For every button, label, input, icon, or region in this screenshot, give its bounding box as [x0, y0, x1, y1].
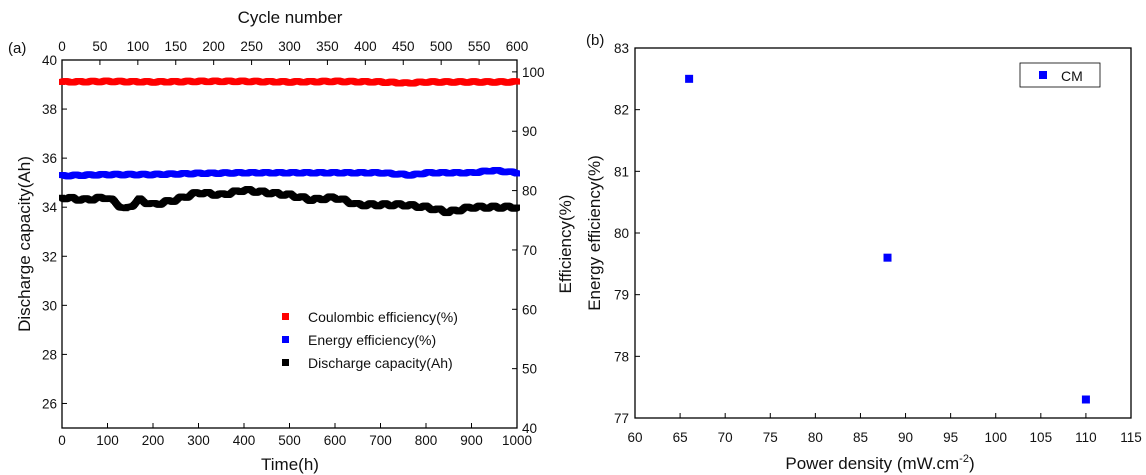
- panel-a-left-tick-label: 32: [42, 249, 57, 264]
- panel-a-right-tick-label: 70: [522, 243, 537, 258]
- panel-a-bottom-tick-label: 200: [142, 433, 165, 448]
- series-1-markers: [59, 77, 520, 87]
- panel-a-left-axis-title: Discharge capacity(Ah): [15, 156, 34, 332]
- panel-a-bottom-tick-label: 700: [369, 433, 392, 448]
- series-point: [514, 170, 520, 177]
- panel-b-x-tick-label: 75: [763, 430, 778, 445]
- panel-a-top-tick-label: 450: [392, 39, 415, 54]
- legend-marker-cm: [1039, 71, 1047, 79]
- panel-b-x-tick-label: 115: [1120, 430, 1142, 445]
- panel-b-x-tick-label: 80: [808, 430, 823, 445]
- panel-b-letter: (b): [586, 32, 604, 49]
- panel-a-bottom-tick-label: 500: [278, 433, 301, 448]
- panel-b-x-tick-label: 110: [1075, 430, 1097, 445]
- panel-a-right-axis-title: Efficiency(%): [556, 195, 575, 294]
- panel-b-x-tick-label: 105: [1030, 430, 1053, 445]
- panel-a-series-layer: [59, 77, 520, 217]
- panel-a-top-tick-label: 600: [506, 39, 529, 54]
- panel-a-top-tick-label: 100: [127, 39, 150, 54]
- legend-label-cm: CM: [1061, 68, 1083, 84]
- panel-a-top-tick-label: 350: [316, 39, 339, 54]
- panel-a-top-tick-label: 500: [430, 39, 453, 54]
- panel-b-x-tick-label: 95: [943, 430, 958, 445]
- panel-b-x-tick-label: 60: [627, 430, 642, 445]
- panel-a-left-tick-label: 34: [42, 200, 58, 215]
- panel-a-bottom-tick-label: 0: [58, 433, 66, 448]
- panel-a-top-tick-label: 0: [58, 39, 66, 54]
- legend-label-energy: Energy efficiency(%): [308, 332, 436, 348]
- panel-a-bottom-tick-label: 400: [233, 433, 256, 448]
- panel-a-left-tick-label: 38: [42, 102, 57, 117]
- panel-b-y-axis-title: Energy efficiency(%): [585, 155, 604, 311]
- panel-b-x-tick-label: 70: [718, 430, 733, 445]
- legend-marker-coulombic: [282, 313, 289, 320]
- panel-a-bottom-tick-label: 300: [187, 433, 210, 448]
- panel-b-x-axis-title-sup: -2: [959, 453, 969, 465]
- panel-a-top-tick-label: 550: [468, 39, 491, 54]
- panel-a-left-tick-label: 28: [42, 347, 57, 362]
- panel-b-x-axis-title-end: ): [969, 454, 975, 473]
- panel-a-bottom-tick-label: 100: [96, 433, 119, 448]
- panel-a-right-tick-label: 50: [522, 362, 537, 377]
- panel-a-top-tick-label: 50: [92, 39, 107, 54]
- panel-b-y-tick-label: 79: [614, 288, 629, 303]
- panel-a-left-tick-label: 26: [42, 396, 57, 411]
- panel-a-right-tick-label: 80: [522, 184, 537, 199]
- panel-a-ticks-layer: 0 100 200 300 400 500 600 700 800 900 1000 0 50 100 15…: [42, 39, 545, 448]
- panel-a-right-tick-label: 60: [522, 302, 537, 317]
- panel-b-x-tick-label: 65: [673, 430, 688, 445]
- panel-b-ticks-layer: 60 65 70 75 80 85 90 95 100 105 110 115 77 78 79 80 81 82…: [614, 41, 1142, 445]
- panel-a-right-tick-label: 90: [522, 124, 537, 139]
- panel-b-x-tick-label: 90: [898, 430, 913, 445]
- series-point: [514, 204, 520, 211]
- panel-b-chart: (b) 60 65 70 75 80 85 90 95 100 105 110 115 77 78 79 80…: [585, 32, 1142, 473]
- panel-a-bottom-tick-label: 600: [324, 433, 347, 448]
- panel-a-bottom-tick-label: 800: [415, 433, 438, 448]
- panel-a-right-tick-label: 40: [522, 421, 537, 436]
- legend-label-capacity: Discharge capacity(Ah): [308, 355, 453, 371]
- panel-a-right-tick-label: 100: [522, 65, 545, 80]
- panel-b-x-tick-label: 100: [984, 430, 1007, 445]
- panel-a-top-axis-title: Cycle number: [238, 8, 343, 27]
- panel-b-x-axis-title: Power density (mW.cm-2): [785, 453, 974, 473]
- panel-a-top-tick-label: 300: [278, 39, 301, 54]
- panel-b-legend-box: [1019, 62, 1101, 88]
- panel-a-top-tick-label: 400: [354, 39, 377, 54]
- legend-marker-energy: [282, 336, 289, 343]
- panel-a-bottom-tick-label: 1000: [502, 433, 532, 448]
- panel-a-top-tick-label: 250: [240, 39, 263, 54]
- panel-b-y-tick-label: 78: [614, 349, 629, 364]
- series-3-markers: [59, 186, 520, 217]
- cm-point: [883, 253, 892, 262]
- panel-b-legend: CM: [1019, 62, 1101, 88]
- legend-label-coulombic: Coulombic efficiency(%): [308, 309, 458, 325]
- panel-b-points-layer: [685, 74, 1090, 404]
- series-point: [514, 78, 520, 85]
- panel-a-letter: (a): [8, 40, 26, 57]
- legend-marker-capacity: [282, 359, 289, 366]
- panel-b-x-axis-title-main: Power density (mW.cm: [785, 454, 959, 473]
- panel-a-top-tick-label: 150: [164, 39, 187, 54]
- panel-b-plot-frame: [634, 47, 1132, 419]
- panel-b-y-tick-label: 81: [614, 164, 629, 179]
- panel-b-y-tick-label: 80: [614, 226, 629, 241]
- panel-a-legend: Coulombic efficiency(%) Energy efficienc…: [282, 309, 458, 371]
- cm-point: [1081, 395, 1090, 404]
- panel-a-top-tick-label: 200: [202, 39, 225, 54]
- panel-a-plot-frame: [61, 59, 518, 429]
- panel-a-x-axis-title: Time(h): [261, 455, 319, 474]
- panel-a-chart: (a) 0 100 200 300 400 500 600 700 800 900 1000 0 50 1…: [8, 8, 575, 474]
- cm-point: [685, 74, 694, 83]
- panel-b-y-tick-label: 82: [614, 103, 629, 118]
- series-2-markers: [59, 166, 520, 180]
- panel-a-left-tick-label: 40: [42, 53, 57, 68]
- panel-a-bottom-tick-label: 900: [460, 433, 483, 448]
- panel-a-left-tick-label: 30: [42, 298, 57, 313]
- panel-b-x-tick-label: 85: [853, 430, 868, 445]
- panel-b-y-tick-label: 77: [614, 411, 629, 426]
- panel-a-left-tick-label: 36: [42, 151, 57, 166]
- panel-b-y-tick-label: 83: [614, 41, 629, 56]
